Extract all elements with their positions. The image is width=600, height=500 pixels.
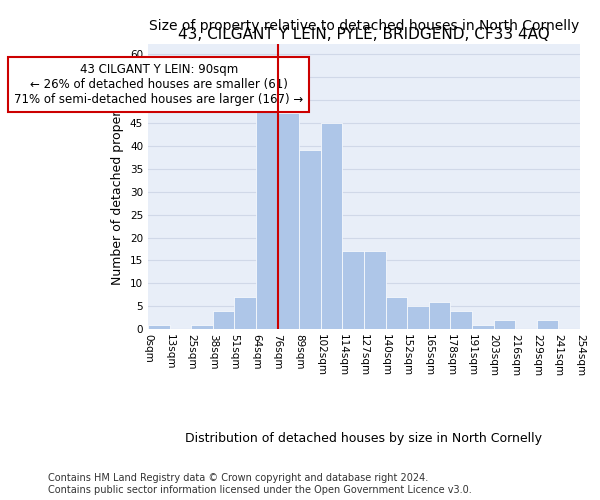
Bar xyxy=(429,302,451,330)
Text: Size of property relative to detached houses in North Cornelly: Size of property relative to detached ho… xyxy=(149,19,579,33)
Bar xyxy=(364,252,386,330)
Title: 43, CILGANT Y LEIN, PYLE, BRIDGEND, CF33 4AQ: 43, CILGANT Y LEIN, PYLE, BRIDGEND, CF33… xyxy=(178,27,550,42)
Text: Contains HM Land Registry data © Crown copyright and database right 2024.
Contai: Contains HM Land Registry data © Crown c… xyxy=(48,474,472,495)
Bar xyxy=(321,122,343,330)
Bar xyxy=(343,252,364,330)
Bar xyxy=(451,311,472,330)
Bar xyxy=(299,150,321,330)
Bar xyxy=(213,311,235,330)
Bar xyxy=(407,306,429,330)
X-axis label: Distribution of detached houses by size in North Cornelly: Distribution of detached houses by size … xyxy=(185,432,542,445)
Bar xyxy=(191,325,213,330)
Bar xyxy=(386,298,407,330)
Bar xyxy=(235,298,256,330)
Text: 43 CILGANT Y LEIN: 90sqm
← 26% of detached houses are smaller (61)
71% of semi-d: 43 CILGANT Y LEIN: 90sqm ← 26% of detach… xyxy=(14,63,304,106)
Bar xyxy=(494,320,515,330)
Bar xyxy=(256,109,278,330)
Bar xyxy=(278,114,299,330)
Y-axis label: Number of detached properties: Number of detached properties xyxy=(112,88,124,286)
Bar xyxy=(148,325,170,330)
Bar xyxy=(472,325,494,330)
Bar xyxy=(537,320,559,330)
